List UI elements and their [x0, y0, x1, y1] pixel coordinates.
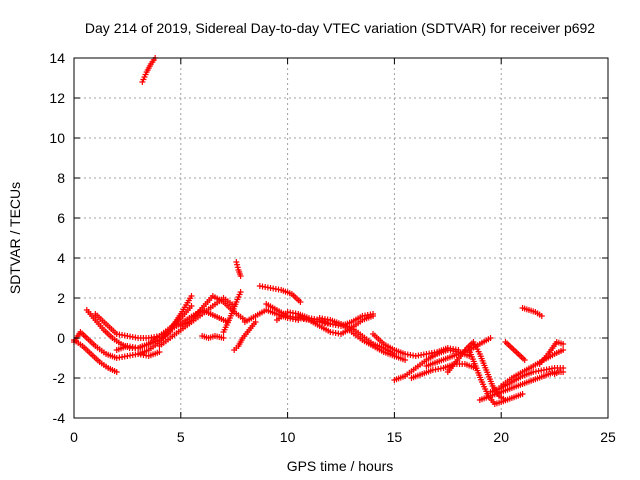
series-arc-31: [536, 339, 567, 367]
x-tick-label: 0: [70, 429, 78, 445]
y-tick-label: 8: [57, 170, 65, 186]
data-point: [538, 313, 545, 319]
y-tick-label: 12: [49, 90, 65, 106]
y-tick-label: 2: [57, 290, 65, 306]
data-point: [188, 293, 195, 299]
data-point: [560, 341, 567, 347]
y-tick-label: 6: [57, 210, 65, 226]
data-point: [402, 357, 409, 363]
x-axis-label: GPS time / hours: [287, 458, 394, 474]
series-arc-30: [502, 339, 528, 363]
series-arc-26: [466, 347, 526, 407]
series-arc-25: [444, 339, 509, 403]
data-points: [71, 55, 567, 407]
series-arc-15: [256, 283, 304, 305]
data-point: [370, 313, 377, 319]
x-tick-label: 20: [493, 429, 509, 445]
data-point: [188, 303, 195, 309]
series-arc-1: [71, 337, 120, 375]
series-arc-9: [177, 293, 248, 329]
x-tick-label: 10: [280, 429, 296, 445]
series-arc-13: [231, 319, 259, 353]
data-point: [237, 289, 244, 295]
data-point: [560, 347, 567, 353]
y-tick-label: -2: [53, 370, 66, 386]
x-tick-label: 5: [177, 429, 185, 445]
data-point: [237, 273, 244, 279]
plot-frame: [73, 57, 609, 419]
data-point: [560, 369, 567, 375]
x-tick-label: 25: [600, 429, 616, 445]
data-point: [252, 319, 259, 325]
data-point: [233, 259, 240, 265]
data-point: [234, 264, 241, 271]
series-arc-11: [220, 289, 244, 335]
data-point: [487, 335, 494, 341]
axis-ticks: 0 5 10 15 20 25 -4 -2 0 2 4 6 8 10 12 14: [49, 50, 616, 445]
series-arc-33: [519, 305, 545, 319]
y-tick-label: 4: [57, 250, 65, 266]
series-arc-10: [199, 333, 227, 341]
data-point: [113, 369, 120, 375]
series-arc-32: [551, 369, 567, 377]
chart-title: Day 214 of 2019, Sidereal Day-to-day VTE…: [85, 20, 595, 36]
grid-lines: [74, 58, 608, 418]
y-tick-label: 14: [49, 50, 65, 66]
data-point: [234, 261, 241, 268]
data-point: [519, 391, 526, 397]
series-arc-20: [338, 321, 409, 363]
series-arc-high: [139, 55, 159, 85]
data-point: [521, 357, 528, 363]
series-arc-12: [233, 259, 244, 279]
data-point: [297, 299, 304, 305]
data-point: [220, 335, 227, 341]
data-point: [156, 349, 163, 355]
y-tick-label: 0: [57, 330, 65, 346]
y-axis-label: SDTVAR / TECUs: [7, 182, 23, 294]
x-tick-label: 15: [387, 429, 403, 445]
y-tick-label: 10: [49, 130, 65, 146]
y-tick-label: -4: [53, 410, 66, 426]
